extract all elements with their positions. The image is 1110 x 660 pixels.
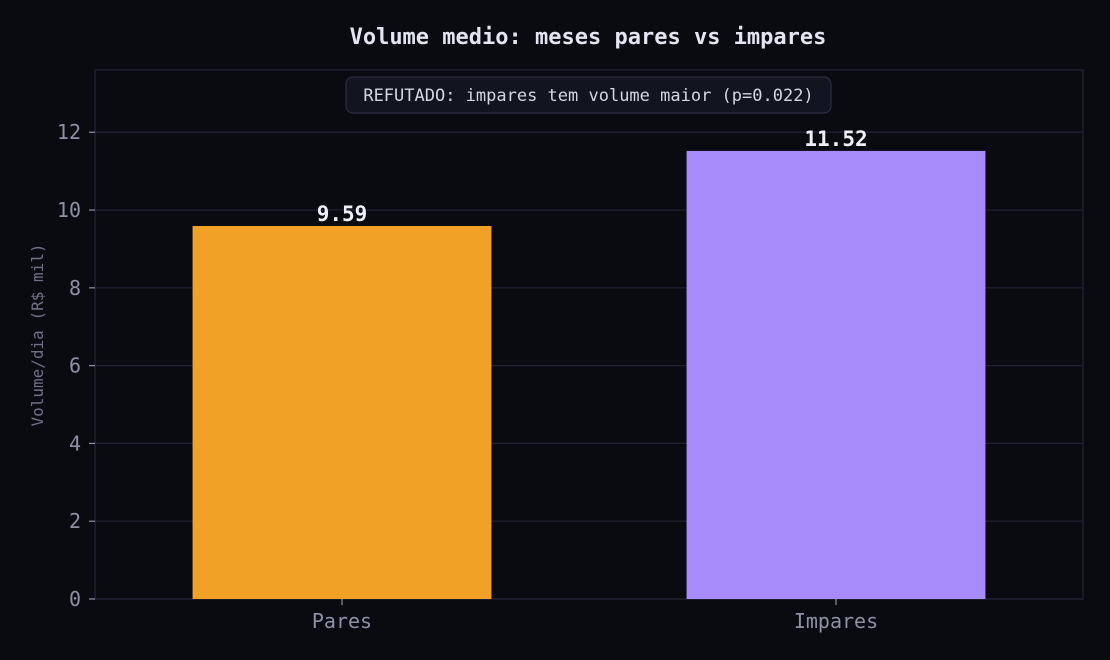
- y-axis-ticks: 0 2 4 6 8 10 12: [57, 120, 95, 611]
- bar-value-label: 9.59: [317, 202, 368, 226]
- annotation-box: REFUTADO: impares tem volume maior (p=0.…: [345, 76, 832, 114]
- bar-impares: [686, 150, 986, 599]
- annotation-text: REFUTADO: impares tem volume maior (p=0.…: [363, 86, 813, 106]
- bar-pares: [192, 225, 492, 599]
- y-tick-label: 2: [69, 509, 81, 533]
- x-axis-ticks: Pares Impares: [312, 599, 878, 633]
- y-tick-label: 12: [57, 120, 81, 144]
- y-tick-label: 10: [57, 198, 81, 222]
- bars: 9.59 11.52: [192, 127, 986, 599]
- annotation-background: [345, 76, 832, 114]
- y-axis-title: Volume/dia (R$ mil): [28, 243, 47, 426]
- x-tick-label: Pares: [312, 609, 372, 633]
- chart-title: Volume medio: meses pares vs impares: [350, 25, 827, 50]
- y-tick-label: 6: [69, 354, 81, 378]
- plot-frame: [94, 69, 1084, 600]
- y-tick-label: 0: [69, 587, 81, 611]
- y-tick-label: 8: [69, 276, 81, 300]
- y-tick-label: 4: [69, 431, 81, 455]
- x-tick-label: Impares: [794, 609, 878, 633]
- bar-value-label: 11.52: [804, 127, 867, 151]
